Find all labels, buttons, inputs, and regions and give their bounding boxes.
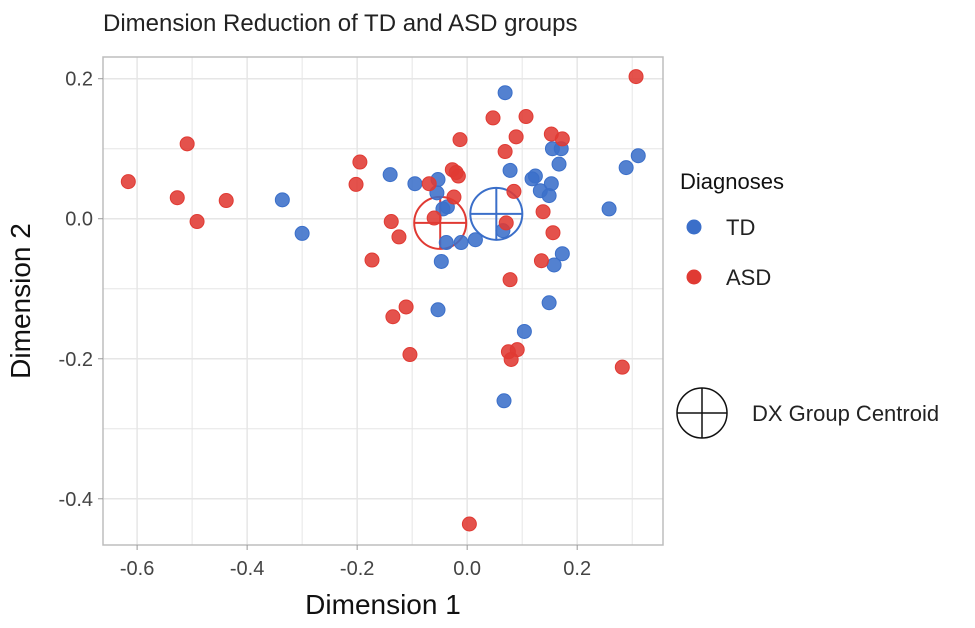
data-point-asd	[461, 516, 477, 532]
data-point-asd	[402, 347, 418, 363]
centroid-legend-icon	[676, 387, 728, 439]
data-point-asd	[448, 165, 464, 181]
data-point-asd	[533, 253, 549, 269]
data-point-asd	[614, 359, 630, 375]
data-point-asd	[398, 299, 414, 315]
data-point-td	[541, 188, 557, 204]
data-point-asd	[364, 252, 380, 268]
data-point-td	[467, 232, 483, 248]
y-tick-label: -0.2	[59, 349, 93, 371]
data-point-td	[546, 257, 562, 273]
y-axis-title: Dimension 2	[5, 223, 36, 379]
x-tick-label: -0.2	[340, 558, 374, 580]
data-point-td	[516, 323, 532, 339]
chart-title: Dimension Reduction of TD and ASD groups	[103, 10, 577, 37]
data-point-td	[554, 246, 570, 262]
legend-marker-asd	[686, 269, 702, 285]
data-point-asd	[518, 109, 534, 125]
data-point-td	[430, 302, 446, 318]
data-point-asd	[503, 351, 519, 367]
data-point-asd	[497, 144, 513, 160]
data-point-asd	[508, 129, 524, 145]
grid	[103, 57, 663, 545]
data-point-td	[382, 167, 398, 183]
data-point-asd	[352, 154, 368, 170]
data-point-asd	[498, 215, 514, 231]
data-point-td	[407, 176, 423, 192]
x-tick-label: 0.2	[563, 558, 591, 580]
legend-marker-td	[686, 219, 702, 235]
legend-title: Diagnoses	[680, 169, 784, 194]
x-axis-title: Dimension 1	[305, 589, 461, 620]
legend-label-asd: ASD	[726, 265, 771, 290]
data-point-td	[524, 171, 540, 187]
data-point-td	[433, 253, 449, 269]
data-point-asd	[421, 176, 437, 192]
legend-label-centroid: DX Group Centroid	[752, 401, 939, 426]
data-point-td	[496, 393, 512, 409]
data-point-asd	[189, 214, 205, 230]
data-point-asd	[391, 229, 407, 245]
legend: Diagnoses TD ASD DX Group Centroid	[676, 169, 939, 439]
data-point-asd	[502, 272, 518, 288]
x-tick-label: -0.6	[120, 558, 154, 580]
data-point-asd	[446, 189, 462, 205]
data-point-asd	[426, 210, 442, 226]
y-tick-label: 0.2	[65, 69, 93, 91]
ticks: -0.6 -0.4 -0.2 0.0 0.2 0.2 0.0 -0.2 -0.4	[59, 69, 592, 580]
data-point-td	[274, 192, 290, 208]
data-point-td	[618, 160, 634, 176]
data-point-td	[453, 235, 469, 251]
data-point-td	[551, 156, 567, 172]
data-point-td	[630, 148, 646, 164]
data-point-asd	[506, 183, 522, 199]
y-tick-label: -0.4	[59, 489, 93, 511]
data-point-asd	[385, 309, 401, 325]
data-point-asd	[179, 136, 195, 152]
data-point-td	[294, 225, 310, 241]
data-point-td	[502, 162, 518, 178]
data-point-td	[497, 85, 513, 101]
data-point-asd	[485, 110, 501, 126]
data-point-td	[541, 295, 557, 311]
data-point-asd	[218, 193, 234, 209]
plot-border	[102, 56, 664, 546]
data-point-asd	[120, 174, 136, 190]
data-point-td	[438, 235, 454, 251]
legend-label-td: TD	[726, 215, 755, 240]
y-tick-label: 0.0	[65, 209, 93, 231]
points	[120, 69, 646, 532]
data-point-asd	[628, 69, 644, 85]
data-point-asd	[545, 225, 561, 241]
x-tick-label: -0.4	[230, 558, 264, 580]
data-point-asd	[452, 132, 468, 148]
data-point-td	[601, 201, 617, 217]
data-point-asd	[348, 176, 364, 192]
data-point-asd	[554, 131, 570, 147]
data-point-asd	[383, 214, 399, 230]
x-tick-label: 0.0	[453, 558, 481, 580]
data-point-asd	[169, 190, 185, 206]
data-point-asd	[535, 204, 551, 220]
